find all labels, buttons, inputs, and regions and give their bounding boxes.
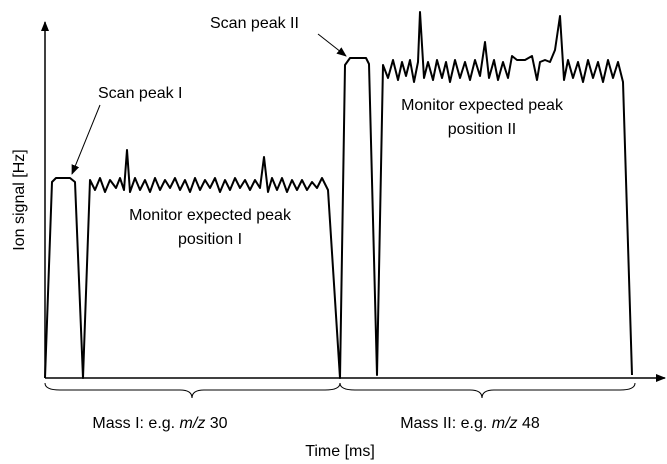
x-axis-label: Time [ms] — [305, 443, 375, 460]
annotation: position I — [178, 231, 242, 248]
annotation-arrow — [71, 104, 101, 175]
label-part: 48 — [518, 415, 540, 432]
brace — [339, 382, 636, 399]
annotation-arrow — [317, 33, 347, 57]
label-part: Mass I: e.g. — [92, 415, 179, 432]
segment-label: Mass I: e.g. m/z 30 — [92, 415, 227, 432]
annotation: Monitor expected peak — [401, 97, 564, 114]
label-part: Mass II: e.g. — [400, 415, 492, 432]
label-part: 30 — [205, 415, 227, 432]
label-part: m/z — [180, 415, 206, 432]
label-part: m/z — [492, 415, 518, 432]
annotation: Scan peak II — [210, 15, 299, 32]
signal-trace — [44, 11, 633, 379]
annotation: Scan peak I — [98, 85, 183, 102]
segment-label: Mass II: e.g. m/z 48 — [400, 415, 540, 432]
y-axis-label: Ion signal [Hz] — [11, 149, 28, 250]
annotation: Monitor expected peak — [129, 207, 292, 224]
annotation: position II — [448, 121, 516, 138]
brace — [44, 382, 341, 399]
